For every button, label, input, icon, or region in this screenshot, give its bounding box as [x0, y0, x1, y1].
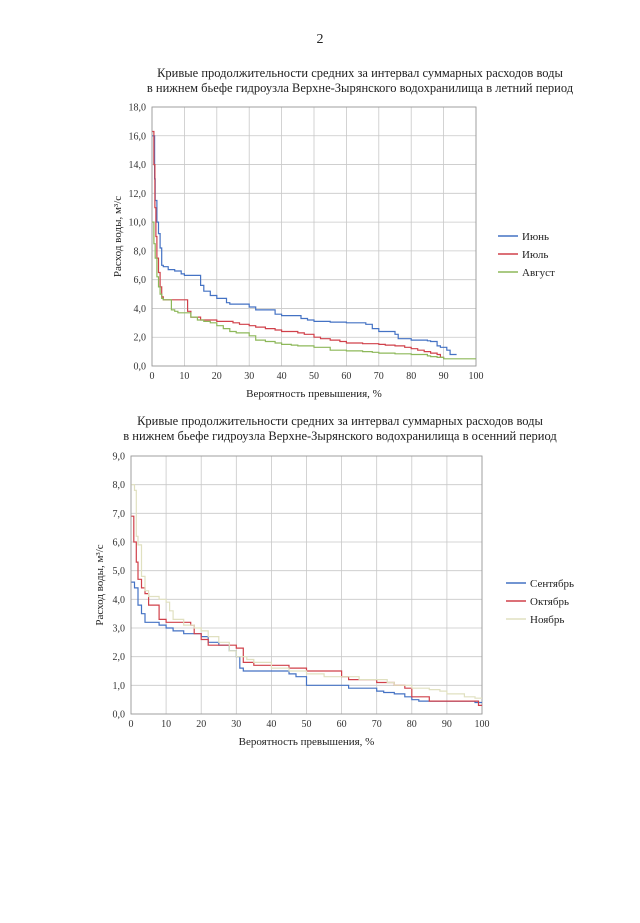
chart2-ytick-label: 4,0 — [113, 595, 126, 606]
autumn-flow-duration-chart: 0 10 20 30 40 50 60 70 80 90 100 0,0 1,0 2,0 3,0 4,0 5,0… — [94, 452, 574, 749]
chart2-ytick-label: 2,0 — [113, 652, 126, 663]
chart1-legend-label: Июль — [522, 249, 548, 261]
chart1-ytick-label: 12,0 — [129, 189, 147, 200]
chart2-xtick-label: 70 — [372, 719, 382, 730]
chart2-ytick-label: 1,0 — [113, 681, 126, 692]
chart2-xtick-label: 60 — [337, 719, 347, 730]
chart1-title-line2: в нижнем бьефе гидроузла Верхне-Зырянско… — [146, 81, 574, 95]
chart2-xtick-label: 40 — [266, 719, 276, 730]
chart2-ytick-label: 6,0 — [113, 538, 126, 549]
chart2-xtick-label: 90 — [442, 719, 452, 730]
chart2-title-line1: Кривые продолжительности средних за инте… — [137, 414, 543, 428]
chart2-xtick-label: 30 — [231, 719, 241, 730]
chart1-ytick-label: 0,0 — [134, 362, 147, 373]
chart1-series-Август — [152, 221, 476, 360]
chart1-title: Кривые продолжительности средних за инте… — [80, 66, 640, 96]
chart2-legend-label: Октябрь — [530, 596, 569, 608]
chart2-ytick-label: 7,0 — [113, 509, 126, 520]
chart2-xtick-label: 50 — [302, 719, 312, 730]
chart1-xtick-label: 70 — [374, 371, 384, 382]
chart1-xtick-label: 20 — [212, 371, 222, 382]
chart1-ytick-label: 10,0 — [129, 218, 147, 229]
chart1-ytick-label: 16,0 — [129, 131, 147, 142]
chart2-xtick-label: 0 — [129, 719, 134, 730]
page-number: 2 — [316, 32, 324, 47]
chart1-ylabel: Расход воды, м³/с — [112, 196, 124, 277]
chart1-ytick-label: 4,0 — [134, 304, 147, 315]
chart1-xtick-label: 10 — [179, 371, 189, 382]
chart1-xtick-label: 80 — [406, 371, 416, 382]
summer-flow-duration-chart: 0 10 20 30 40 50 60 70 80 90 100 0,0 2,0 4,0 6,0 8,0 10,… — [112, 103, 555, 401]
chart1-ytick-label: 8,0 — [134, 246, 147, 257]
chart2-series-Ноябрь — [131, 484, 482, 699]
chart2-title: Кривые продолжительности средних за инте… — [60, 414, 620, 444]
chart2-xlabel: Вероятность превышения, % — [239, 736, 375, 748]
chart2-series-Октябрь — [131, 515, 482, 706]
chart2-legend-label: Ноябрь — [530, 614, 564, 626]
chart1-plot-frame — [151, 106, 477, 367]
chart2-series-Сентябрь — [131, 581, 482, 704]
chart1-legend-label: Август — [522, 267, 555, 279]
chart1-xtick-label: 90 — [439, 371, 449, 382]
chart1-series-Июль — [152, 130, 445, 359]
chart2-ytick-label: 9,0 — [113, 452, 126, 463]
chart2-ylabel: Расход воды, м³/с — [94, 544, 106, 625]
chart2-ytick-label: 8,0 — [113, 480, 126, 491]
chart1-xtick-label: 60 — [341, 371, 351, 382]
chart2-legend-label: Сентябрь — [530, 578, 574, 590]
chart2-ytick-label: 0,0 — [113, 710, 126, 721]
chart1-ytick-label: 6,0 — [134, 275, 147, 286]
chart1-legend-label: Июнь — [522, 231, 549, 243]
chart1-ytick-label: 18,0 — [129, 103, 147, 114]
chart2-xtick-label: 20 — [196, 719, 206, 730]
chart1-xtick-label: 40 — [277, 371, 287, 382]
chart1-xtick-label: 50 — [309, 371, 319, 382]
chart2-ytick-label: 3,0 — [113, 624, 126, 635]
chart2-xtick-label: 10 — [161, 719, 171, 730]
chart1-ytick-label: 14,0 — [129, 160, 147, 171]
chart1-title-line1: Кривые продолжительности средних за инте… — [157, 66, 563, 80]
chart2-xtick-label: 100 — [475, 719, 490, 730]
chart1-ytick-label: 2,0 — [134, 333, 147, 344]
chart1-xtick-label: 100 — [469, 371, 484, 382]
chart1-xtick-label: 0 — [150, 371, 155, 382]
chart1-series-Июнь — [152, 135, 457, 356]
chart2-ytick-label: 5,0 — [113, 566, 126, 577]
chart2-xtick-label: 80 — [407, 719, 417, 730]
chart2-title-line2: в нижнем бьефе гидроузла Верхне-Зырянско… — [123, 429, 557, 443]
chart1-xlabel: Вероятность превышения, % — [246, 388, 382, 400]
chart2-plot-frame — [130, 455, 483, 715]
chart1-xtick-label: 30 — [244, 371, 254, 382]
